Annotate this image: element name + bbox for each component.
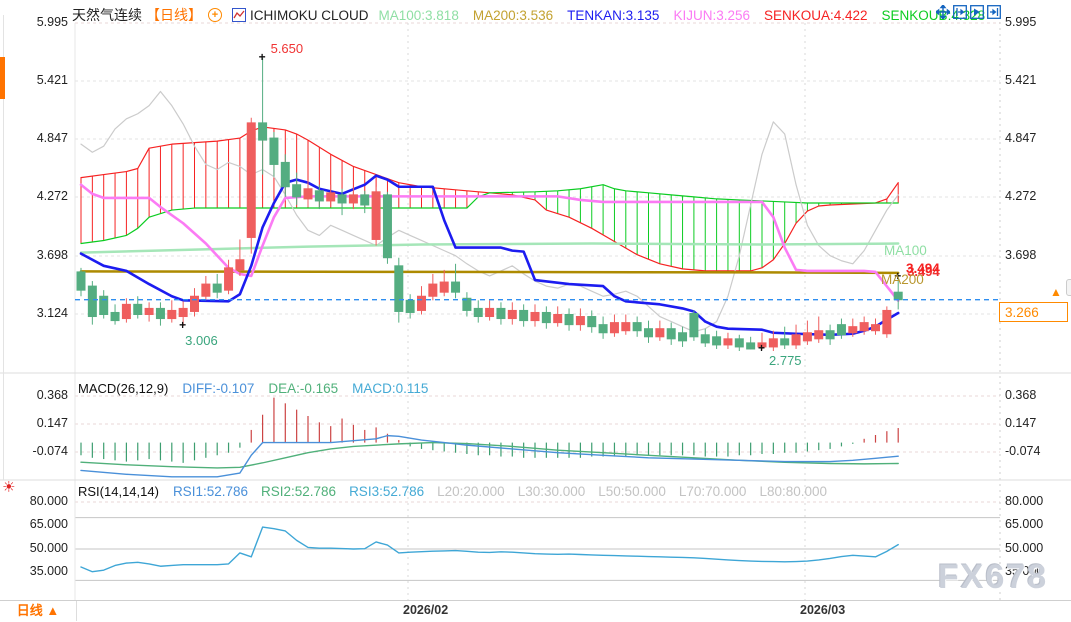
symbol-title: 天然气连续	[72, 7, 142, 23]
indicator-legend: MA100:3.818 MA200:3.536 TENKAN:3.135 KIJUN:…	[379, 8, 986, 23]
legend-item: KIJUN:3.256	[673, 7, 750, 23]
price-annotation: 5.650	[270, 40, 304, 56]
chart-toolbar	[934, 3, 1001, 21]
legend-item: TENKAN:3.135	[567, 7, 660, 23]
axis-tick-label: 50.000	[1005, 541, 1044, 555]
axis-tick-label: 4.272	[1005, 189, 1037, 203]
sun-icon[interactable]: ☀	[2, 479, 16, 496]
fit-left-icon[interactable]	[953, 5, 967, 19]
ma-line-label: MA100	[884, 243, 927, 258]
legend-item: DIFF:-0.107	[182, 381, 255, 396]
left-scrollbar-thumb[interactable]	[0, 57, 5, 99]
axis-tick-label: 0.368	[36, 388, 68, 402]
axis-tick-label: 3.124	[36, 306, 68, 320]
axis-tick-label: 4.847	[36, 131, 68, 145]
x-axis-bar	[0, 600, 1071, 622]
macd-legend: MACD(26,12,9) DIFF:-0.107 DEA:-0.165 MACD:…	[78, 381, 428, 396]
axis-tick-label: -0.074	[32, 444, 68, 458]
legend-item: MA200:3.536	[472, 7, 554, 23]
axis-tick-label: 5.995	[36, 15, 68, 29]
legend-item: L50:50.000	[598, 484, 666, 499]
last-price-box: 3.266	[999, 302, 1068, 322]
kline-chart-icon[interactable]	[232, 8, 246, 22]
legend-item: RSI1:52.786	[172, 484, 248, 499]
axis-tick-label: 65.000	[1005, 517, 1044, 531]
rsi-legend: RSI(14,14,14) RSI1:52.786 RSI2:52.786 RSI3…	[78, 484, 827, 499]
legend-item: MACD:0.115	[352, 381, 429, 396]
axis-tick-label: 80.000	[1005, 494, 1044, 508]
x-axis-label: 2026/02	[403, 603, 449, 617]
macd-title: MACD(26,12,9)	[78, 381, 169, 396]
indicator-title: ICHIMOKU CLOUD	[250, 7, 369, 23]
extreme-marker: +	[258, 49, 266, 64]
axis-tick-label: 5.995	[1005, 15, 1037, 29]
axis-tick-label: 65.000	[29, 517, 68, 531]
add-indicator-icon[interactable]: +	[208, 8, 222, 22]
mini-slider[interactable]	[1066, 279, 1071, 296]
chart-header: 天然气连续 【日线】 + ICHIMOKU CLOUD MA100:3.818 M…	[72, 6, 985, 24]
pan-crosshair-icon[interactable]	[934, 3, 952, 21]
price-annotation: 3.006	[185, 333, 218, 349]
axis-tick-label: 0.147	[1005, 416, 1037, 430]
watermark: FX678	[938, 558, 1049, 596]
rsi-title: RSI(14,14,14)	[78, 484, 159, 499]
axis-tick-label: -0.074	[1005, 444, 1041, 458]
axis-tick-label: 80.000	[29, 494, 68, 508]
axis-tick-label: 5.421	[1005, 73, 1037, 87]
extreme-marker: +	[758, 341, 766, 356]
axis-tick-label: 4.272	[36, 189, 68, 203]
extreme-marker: +	[179, 318, 187, 333]
ma-line-label: 3.494	[906, 261, 940, 276]
period-selector-button[interactable]: 日线 ▲	[0, 601, 77, 621]
axis-tick-label: 3.698	[1005, 248, 1037, 262]
legend-item: RSI2:52.786	[261, 484, 337, 499]
legend-item: RSI3:52.786	[349, 484, 425, 499]
axis-tick-label: 0.147	[36, 416, 68, 430]
axis-tick-label: 35.000	[29, 564, 68, 578]
axis-tick-label: 5.421	[36, 73, 68, 87]
price-up-arrow-icon: ▲	[1050, 285, 1062, 299]
legend-item: L20:20.000	[437, 484, 505, 499]
axis-tick-label: 0.368	[1005, 388, 1037, 402]
period-tag: 【日线】	[146, 7, 202, 23]
ma-line-label: MA200	[881, 272, 924, 287]
axis-tick-label: 50.000	[29, 541, 68, 555]
price-annotation: 3.494	[907, 263, 940, 279]
x-axis-label: 2026/03	[800, 603, 846, 617]
legend-item: MA100:3.818	[378, 7, 459, 23]
goto-latest-icon[interactable]	[987, 5, 1001, 19]
legend-item: L70:70.000	[678, 484, 747, 499]
legend-item: L30:30.000	[517, 484, 586, 499]
legend-item: SENKOUA:4.422	[763, 7, 868, 23]
axis-tick-label: 3.698	[36, 248, 68, 262]
price-annotation: 2.775	[769, 353, 802, 369]
left-scrollbar[interactable]	[3, 15, 4, 480]
play-forward-icon[interactable]	[970, 5, 984, 19]
axis-tick-label: 4.847	[1005, 131, 1037, 145]
legend-item: DEA:-0.165	[268, 381, 339, 396]
extreme-marker: +	[894, 268, 902, 283]
axis-tick-label: 35.000	[1005, 564, 1044, 578]
legend-item: L80:80.000	[759, 484, 828, 499]
